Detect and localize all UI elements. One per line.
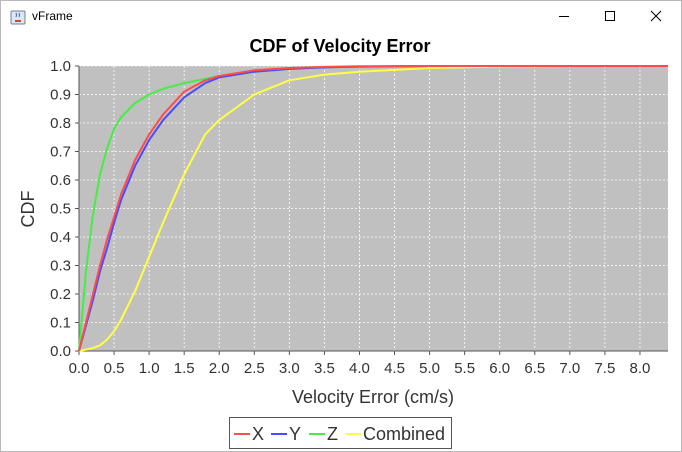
minimize-button[interactable] [541,1,587,31]
y-tick-label: 0.6 [50,172,71,189]
legend-label: Z [327,424,338,444]
x-tick-label: 8.0 [630,360,651,377]
title-bar[interactable]: vFrame [1,1,681,31]
y-tick-label: 0.9 [50,87,71,104]
grid-lines [79,65,668,351]
x-tick-label: 2.5 [244,360,265,377]
series-lines [78,65,668,352]
x-tick-label: 6.0 [489,360,510,377]
window-title: vFrame [32,9,73,23]
y-tick-label: 0.5 [50,201,71,218]
y-tick-label: 0.8 [50,115,71,132]
x-tick-label: 7.5 [594,360,615,377]
x-tick-label: 1.0 [139,360,160,377]
close-button[interactable] [633,1,679,31]
x-tick-label: 5.5 [454,360,475,377]
y-axis-ticks: 0.0 0.1 0.2 0.3 0.4 0.5 0.6 0.7 0.8 0.9 1.0 [50,58,79,360]
legend-label: X [252,424,265,444]
legend-swatch [345,433,361,435]
y-tick-label: 1.0 [50,58,71,75]
x-axis-label: Velocity Error (cm/s) [292,387,454,407]
series-line-x [78,65,668,352]
legend-swatch [271,433,287,435]
x-tick-label: 4.5 [384,360,405,377]
minimize-icon [559,16,569,17]
y-tick-label: 0.0 [50,343,71,360]
chart-title: CDF of Velocity Error [249,36,430,56]
y-tick-label: 0.7 [50,144,71,161]
y-tick-label: 0.4 [50,229,71,246]
maximize-icon [605,11,615,21]
x-tick-label: 3.5 [314,360,335,377]
close-icon [650,10,662,22]
legend-label: Combined [363,424,446,444]
chart-legend: X Y Z Combined [229,417,452,449]
y-tick-label: 0.1 [50,315,71,332]
x-tick-label: 6.5 [524,360,545,377]
legend-swatch [309,433,325,435]
legend-label: Y [289,424,302,444]
legend-swatch [234,433,250,435]
x-tick-label: 2.0 [209,360,230,377]
series-line-combined [78,65,668,352]
maximize-button[interactable] [587,1,633,31]
x-tick-label: 0.5 [104,360,125,377]
y-tick-label: 0.3 [50,258,71,275]
x-tick-label: 0.0 [69,360,90,377]
x-tick-label: 7.0 [559,360,580,377]
y-axis-label: CDF [18,191,38,228]
x-tick-label: 1.5 [174,360,195,377]
x-tick-label: 5.0 [419,360,440,377]
x-tick-label: 4.0 [349,360,370,377]
y-tick-label: 0.2 [50,286,71,303]
java-cup-icon [10,9,26,25]
x-axis-ticks: 0.0 0.5 1.0 1.5 2.0 2.5 3.0 3.5 4.0 4.5 5.0 5.5 6.0 6… [69,351,651,377]
x-tick-label: 3.0 [279,360,300,377]
